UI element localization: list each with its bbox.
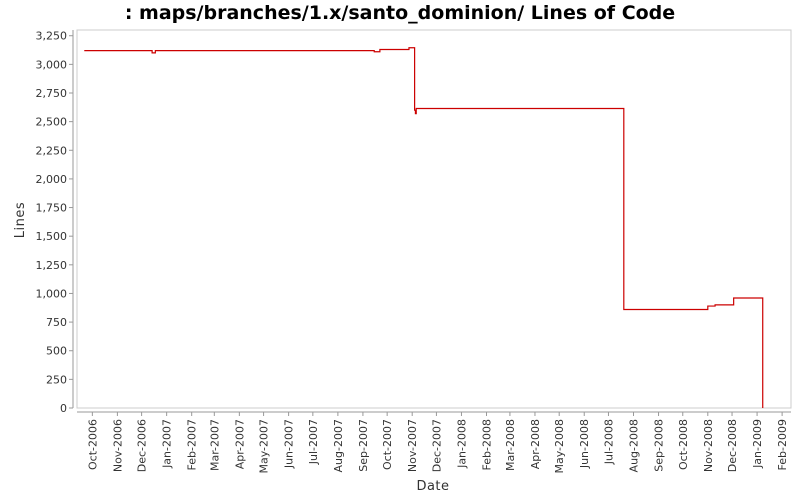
- x-tick-label: Mar-2007: [208, 419, 221, 471]
- x-tick-label: May-2008: [553, 419, 566, 474]
- y-axis-label: Lines: [13, 202, 28, 238]
- x-tick-label: Nov-2006: [111, 419, 124, 472]
- x-tick-label: Jun-2008: [578, 419, 591, 469]
- x-tick-label: Oct-2008: [677, 419, 690, 470]
- x-tick-label: Dec-2007: [430, 419, 443, 472]
- x-tick-label: Jul-2007: [307, 419, 320, 465]
- x-tick-label: Jun-2007: [283, 419, 296, 469]
- plot-area: [76, 29, 792, 409]
- x-tick-label: Feb-2008: [481, 419, 494, 470]
- y-tick-label: 3,250: [36, 30, 68, 43]
- chart-title: : maps/branches/1.x/santo_dominion/ Line…: [124, 2, 676, 24]
- x-tick-label: Apr-2007: [233, 419, 246, 469]
- y-tick-label: 0: [60, 402, 67, 415]
- x-tick-label: Jan-2008: [455, 419, 468, 469]
- x-tick-label: Feb-2007: [186, 419, 199, 470]
- x-tick-label: May-2007: [258, 419, 271, 474]
- x-tick-label: Aug-2008: [628, 419, 641, 472]
- y-tick-label: 250: [46, 373, 67, 386]
- y-tick-label: 2,750: [36, 87, 68, 100]
- y-tick-label: 1,000: [36, 287, 68, 300]
- series-layer: [84, 47, 764, 408]
- x-tick-label: Apr-2008: [529, 419, 542, 469]
- x-axis-label: Date: [416, 479, 449, 494]
- y-tick-label: 1,250: [36, 259, 68, 272]
- y-tick-label: 2,250: [36, 144, 68, 157]
- y-tick-label: 3,000: [36, 58, 68, 71]
- y-tick-label: 750: [46, 316, 67, 329]
- y-tick-label: 2,000: [36, 173, 68, 186]
- x-axis: Oct-2006 Nov-2006 Dec-2006 Jan-2007 Feb-2007…: [77, 411, 791, 474]
- y-tick-label: 1,500: [36, 230, 68, 243]
- x-tick-label: Sep-2007: [357, 419, 370, 472]
- x-tick-label: Nov-2007: [406, 419, 419, 472]
- x-tick-label: Aug-2007: [332, 419, 345, 472]
- x-tick-label: Jul-2008: [602, 419, 615, 465]
- x-tick-label: Nov-2008: [702, 419, 715, 472]
- x-tick-label: Sep-2008: [653, 419, 666, 472]
- y-tick-label: 1,750: [36, 202, 68, 215]
- y-axis: 0 250 500 750 1,000 1,250 1,500 1,750 2,000 2,250…: [36, 30, 74, 415]
- x-tick-label: Oct-2007: [381, 419, 394, 470]
- series-line: [84, 47, 764, 408]
- x-tick-label: Jan-2009: [751, 419, 764, 469]
- x-tick-label: Oct-2006: [86, 419, 99, 470]
- x-tick-label: Mar-2008: [504, 419, 517, 471]
- y-tick-label: 2,500: [36, 116, 68, 129]
- x-tick-label: Feb-2009: [776, 419, 789, 470]
- x-tick-label: Dec-2006: [136, 419, 149, 472]
- y-tick-label: 500: [46, 345, 67, 358]
- x-tick-label: Dec-2008: [726, 419, 739, 472]
- x-tick-label: Jan-2007: [161, 419, 174, 469]
